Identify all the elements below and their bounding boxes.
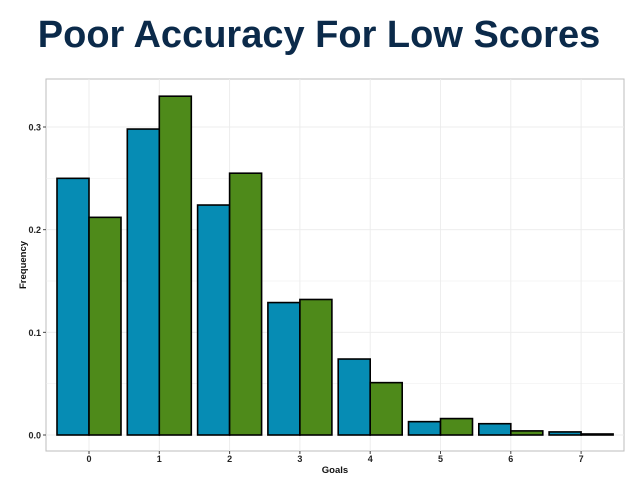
y-tick-label: 0.3 — [28, 123, 41, 133]
bar-series2-goals-2 — [228, 172, 263, 436]
x-tick-label: 4 — [368, 454, 373, 464]
bar-series2-goals-7 — [580, 433, 614, 436]
x-axis-label: Goals — [322, 465, 348, 476]
y-tick-label: 0.1 — [28, 328, 41, 338]
bar-series2-goals-4 — [369, 381, 404, 436]
x-tick-label: 6 — [508, 454, 513, 464]
x-tick-label: 2 — [227, 454, 232, 464]
bar-series1-goals-2 — [196, 204, 231, 436]
bar-series1-goals-3 — [267, 301, 301, 436]
x-tick-label: 1 — [157, 454, 162, 464]
bar-series2-goals-5 — [439, 417, 474, 436]
bar-series1-goals-5 — [407, 420, 442, 436]
x-tick-label: 7 — [579, 454, 584, 464]
x-tick-label: 5 — [438, 454, 443, 464]
bar-series1-goals-6 — [477, 422, 512, 436]
x-tick-label: 3 — [297, 454, 302, 464]
bar-series1-goals-4 — [337, 358, 372, 436]
bar-series1-goals-7 — [548, 431, 582, 436]
bar-series1-goals-1 — [126, 128, 161, 436]
y-tick-label: 0.2 — [28, 225, 41, 235]
bar-series2-goals-3 — [299, 298, 333, 436]
y-axis-label: Frequency — [18, 240, 29, 289]
y-tick-label: 0.0 — [28, 431, 41, 441]
x-tick-label: 0 — [86, 454, 91, 464]
bar-series1-goals-0 — [56, 177, 90, 436]
bar-series2-goals-0 — [88, 216, 122, 436]
bar-series2-goals-6 — [509, 430, 544, 436]
slide-title: Poor Accuracy For Low Scores — [37, 14, 601, 56]
bar-series2-goals-1 — [158, 95, 193, 436]
